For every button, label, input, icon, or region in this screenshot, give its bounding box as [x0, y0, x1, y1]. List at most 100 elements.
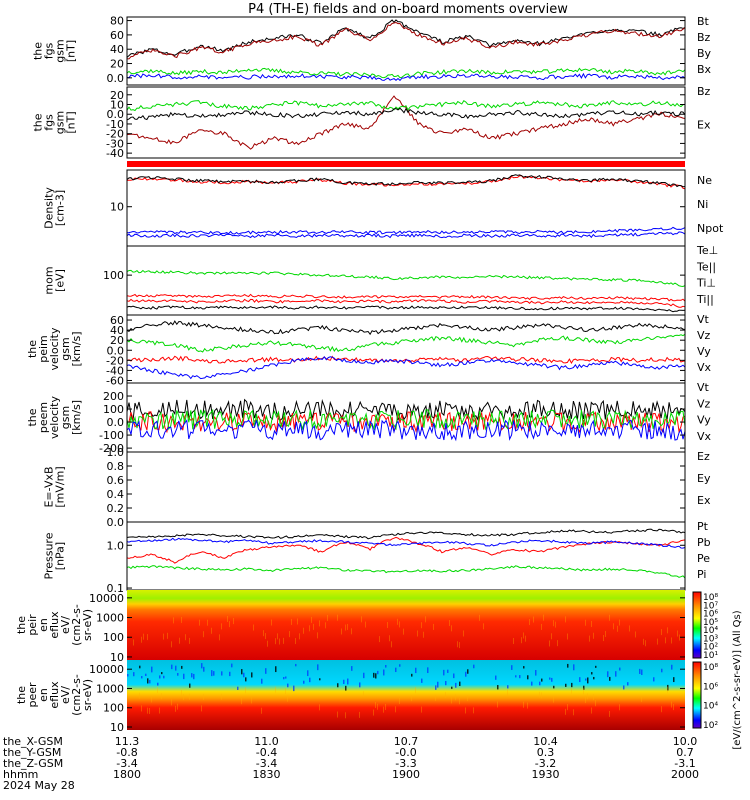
legend-entry: Ex — [697, 494, 711, 507]
series-line — [126, 408, 686, 431]
legend-entry: Ey — [697, 472, 711, 485]
legend-entry: Vx — [697, 361, 712, 374]
colorbar-tick: 10⁸ — [703, 593, 718, 603]
colorbar-tick: 10⁶ — [703, 682, 718, 692]
y-axis-label: peim — [37, 335, 50, 363]
colorbar-tick: 10³ — [703, 634, 718, 644]
series-line — [126, 537, 686, 549]
legend-entry: Pe — [697, 552, 710, 565]
y-axis-label: sr-eV) — [81, 609, 94, 641]
series-line — [126, 231, 686, 239]
series-line — [126, 19, 686, 58]
colorbar-tick: 10⁵ — [703, 618, 718, 628]
y-axis-label: E=-VxB — [43, 466, 56, 507]
y-axis-label: [nPa] — [54, 542, 67, 570]
y-tick-label: -200 — [99, 442, 124, 455]
y-tick-label: 0.6 — [107, 474, 125, 487]
colorbar-tick: 10⁶ — [703, 610, 718, 620]
y-tick-label: -10 — [106, 118, 124, 131]
x-tick-label: -0.4 — [256, 746, 277, 759]
y-tick-label: 10 — [110, 721, 124, 734]
legend-entry: Ni — [697, 198, 708, 211]
y-axis-label: eflux — [48, 681, 61, 709]
y-axis-label: peer — [26, 682, 39, 708]
y-axis-label: the — [26, 340, 39, 358]
y-tick-label: 10 — [110, 99, 124, 112]
x-tick-label: -3.4 — [116, 757, 137, 770]
y-axis-label: gsm — [59, 406, 72, 429]
y-tick-label: -30 — [106, 137, 124, 150]
series-line — [126, 355, 686, 380]
x-tick-label: 1900 — [392, 768, 420, 781]
legend-entry: Bz — [697, 85, 711, 98]
y-tick-label: 20 — [110, 58, 124, 71]
y-tick-label: 20 — [110, 334, 124, 347]
x-tick-label: -3.1 — [674, 757, 695, 770]
y-axis-label: the — [15, 616, 28, 634]
y-axis-label: peir — [26, 614, 39, 636]
legend-entry: Npot — [697, 222, 724, 235]
y-axis-label: eV/ — [59, 686, 72, 704]
y-tick-label: -20 — [106, 128, 124, 141]
y-tick-label: 80 — [110, 15, 124, 28]
legend-entry: Pb — [697, 536, 711, 549]
series-line — [126, 565, 686, 579]
y-tick-label: 60 — [110, 29, 124, 42]
series-line — [126, 355, 686, 365]
colorbar-tick: 10⁷ — [703, 601, 718, 611]
series-line — [126, 293, 686, 302]
panel-3: Ne Ni Npot 10 Density[cm-3] — [43, 169, 724, 247]
series-line — [126, 95, 686, 150]
y-tick-label: 0.1 — [107, 582, 125, 595]
x-tick-label: 11.0 — [254, 735, 279, 748]
legend-entry: Vy — [697, 414, 711, 427]
y-axis-label: eflux — [48, 611, 61, 639]
y-axis-label: fgs — [43, 114, 56, 131]
x-tick-label: 1830 — [253, 768, 281, 781]
x-tick-label: 2000 — [671, 768, 699, 781]
y-tick-label: 0.2 — [107, 502, 125, 515]
series-line — [126, 21, 686, 60]
y-axis-label: peem — [37, 402, 50, 433]
y-tick-label: 100 — [103, 269, 124, 282]
legend-entry: Vx — [697, 430, 712, 443]
y-tick-label: 0.0 — [107, 108, 125, 121]
date-label: 2024 May 28 — [3, 779, 75, 792]
series-line — [126, 174, 686, 188]
panel-8: Pt Pb Pe Pi 1.0 0.1 Pressure[nPa] — [43, 520, 711, 595]
y-axis-label: eV/ — [59, 616, 72, 634]
colorbar-tick: 10² — [703, 721, 718, 731]
x-row-label: the_Z-GSM — [3, 757, 63, 770]
y-axis-label: Density — [43, 187, 56, 229]
colorbar-tick: 10⁴ — [703, 626, 718, 636]
y-tick-label: 200 — [103, 390, 124, 403]
series-line — [126, 333, 686, 353]
series-line — [126, 72, 686, 82]
legend-entry: Ez — [697, 450, 710, 463]
y-tick-label: 60 — [110, 314, 124, 327]
x-row-label: the_X-GSM — [3, 735, 63, 748]
x-tick-label: 0.7 — [676, 746, 694, 759]
spectrogram-texture — [133, 614, 680, 649]
legend-entry: Vt — [697, 313, 710, 326]
legend-entry: Ne — [697, 174, 712, 187]
x-tick-label: -3.2 — [535, 757, 556, 770]
legend-entry: Ex — [697, 119, 711, 132]
y-axis-label: gsm — [54, 111, 67, 134]
series-line — [126, 107, 686, 121]
legend-entry: Bt — [697, 15, 710, 28]
colorbar-tick: 10¹ — [703, 651, 718, 661]
y-tick-label: 100 — [103, 631, 124, 644]
y-axis-label: gsm — [59, 337, 72, 360]
y-axis-label: [nT] — [65, 40, 78, 62]
figure-title: P4 (TH-E) fields and on-board moments ov… — [248, 2, 568, 17]
flag-bar — [127, 161, 685, 167]
y-axis-label: Pressure — [43, 532, 56, 579]
series-line — [126, 175, 686, 190]
panels: BtBzByBx806040200.0thefgsgsm[nT]BzEx2010… — [15, 15, 743, 750]
y-tick-label: -100 — [99, 429, 124, 442]
